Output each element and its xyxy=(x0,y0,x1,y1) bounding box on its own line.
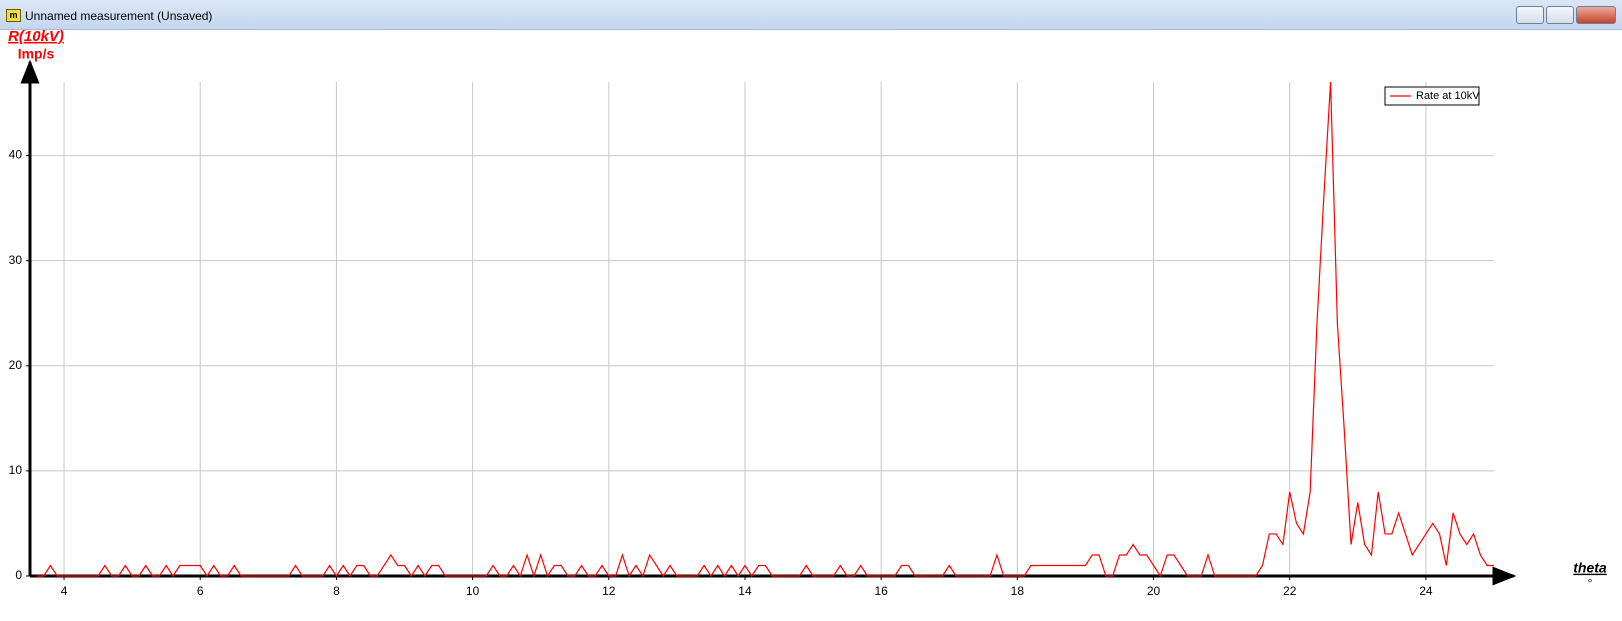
chart: 0 10 20 30 40 4 6 8 10 12 14 16 18 20 22 24 R(10kV)Imp/s… xyxy=(8,30,1607,598)
x-tick-label: 4 xyxy=(61,584,68,598)
app-icon: m xyxy=(6,9,21,22)
x-tick-label: 14 xyxy=(738,584,752,598)
y-tick-label: 20 xyxy=(9,358,23,372)
x-tick-label: 24 xyxy=(1419,584,1433,598)
legend-label: Rate at 10kV xyxy=(1416,90,1480,102)
title-bar: m Unnamed measurement (Unsaved) xyxy=(0,0,1622,30)
data-line xyxy=(36,81,1494,578)
x-tick-label: 8 xyxy=(333,584,340,598)
y-tick-label: 40 xyxy=(9,148,23,162)
maximize-button[interactable] xyxy=(1546,6,1574,24)
y-axis-label: R(10kV) xyxy=(8,30,64,45)
x-tick-label: 6 xyxy=(197,584,204,598)
x-tick-label: 16 xyxy=(874,584,888,598)
minimize-button[interactable] xyxy=(1516,6,1544,24)
x-tick-label: 18 xyxy=(1011,584,1025,598)
y-tick-label: 30 xyxy=(9,253,23,267)
legend-box xyxy=(1384,86,1480,106)
y-tick-label: 0 xyxy=(15,568,22,582)
close-button[interactable] xyxy=(1576,6,1616,24)
x-tick-label: 12 xyxy=(602,584,616,598)
x-tick-label: 20 xyxy=(1147,584,1161,598)
x-tick-label: 10 xyxy=(466,584,480,598)
x-tick-label: 22 xyxy=(1283,584,1297,598)
window-title: Unnamed measurement (Unsaved) xyxy=(25,9,213,23)
x-axis-label: theta xyxy=(1573,560,1607,576)
y-axis-unit: Imp/s xyxy=(18,46,55,62)
x-axis-unit: ° xyxy=(1588,576,1593,590)
y-tick-label: 10 xyxy=(9,463,23,477)
